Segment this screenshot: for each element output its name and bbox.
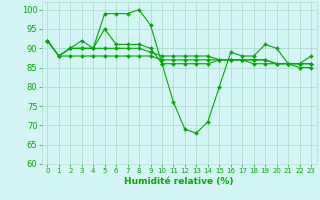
X-axis label: Humidité relative (%): Humidité relative (%) [124,177,234,186]
